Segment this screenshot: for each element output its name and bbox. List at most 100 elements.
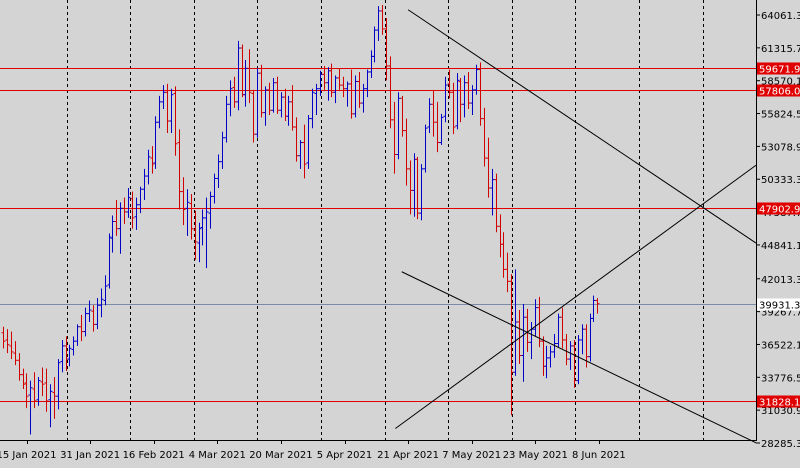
- ohlc-bar: [462, 75, 467, 118]
- ohlc-bar: [247, 49, 252, 104]
- ohlc-bar: [439, 113, 444, 145]
- ohlc-bar: [564, 333, 569, 366]
- ohlc-bar: [275, 76, 280, 114]
- ohlc-bar: [286, 95, 291, 126]
- ohlc-bar: [165, 83, 170, 133]
- ohlc-bar: [208, 191, 213, 229]
- ohlc-bar: [279, 92, 284, 118]
- ohlc-bar: [52, 377, 57, 419]
- price-axis: 64061.30 61315.70 58570.10 55824.50 53078.90…: [756, 0, 800, 450]
- y-tick-label: 44841.10: [761, 241, 800, 252]
- x-tick-label: 20 Mar 2021: [249, 450, 312, 461]
- ohlc-bar: [415, 156, 420, 220]
- ohlc-bar: [314, 83, 319, 116]
- ohlc-bar: [60, 339, 65, 373]
- ohlc-bar: [79, 314, 84, 342]
- level-price-label: 47902.90: [759, 205, 800, 216]
- ohlc-bar: [306, 115, 311, 169]
- ohlc-bar: [122, 197, 127, 224]
- ohlc-bar: [466, 71, 471, 110]
- ohlc-bar: [107, 233, 112, 289]
- ohlc-bar: [13, 341, 18, 366]
- ohlc-bar: [197, 222, 202, 263]
- ohlc-bar: [318, 70, 323, 96]
- ohlc-bar: [521, 304, 526, 382]
- ohlc-bar: [482, 107, 487, 167]
- x-tick-label: 23 May 2021: [503, 450, 568, 461]
- trendline: [401, 271, 757, 444]
- y-tick-label: 42013.30: [761, 275, 800, 286]
- y-tick-label: 53078.90: [761, 142, 800, 153]
- ohlc-bar: [396, 92, 401, 160]
- ohlc-bar: [118, 202, 123, 254]
- ohlc-bar: [431, 89, 436, 137]
- ohlc-bar: [114, 199, 119, 236]
- ohlc-bar: [365, 69, 370, 98]
- ohlc-bar: [361, 83, 366, 113]
- ohlc-bar: [478, 62, 483, 126]
- ohlc-bar: [470, 85, 475, 116]
- ohlc-bar: [576, 335, 581, 385]
- y-tick-label: 58570.10: [761, 77, 800, 88]
- ohlc-bar: [36, 377, 41, 406]
- ohlc-bar: [173, 86, 178, 156]
- ohlc-bar: [87, 300, 92, 322]
- y-tick-label: 50333.30: [761, 175, 800, 186]
- ohlc-bar: [24, 373, 29, 409]
- ohlc-bar: [185, 189, 190, 236]
- current-price-label: 39931.33: [759, 301, 800, 312]
- ohlc-bar: [157, 95, 162, 129]
- ohlc-bar: [509, 274, 514, 416]
- ohlc-bar: [525, 308, 530, 352]
- ohlc-bar: [232, 76, 237, 108]
- ohlc-bar: [490, 168, 495, 216]
- ohlc-bar: [177, 129, 182, 210]
- ohlc-bar: [505, 252, 510, 293]
- trendlines: [395, 9, 757, 444]
- ohlc-bar: [357, 71, 362, 108]
- ohlc-bar: [302, 124, 307, 179]
- ohlc-bar: [220, 131, 225, 169]
- ohlc-bar: [494, 173, 499, 233]
- ohlc-bar: [376, 6, 381, 41]
- ohlc-bar: [337, 68, 342, 90]
- ohlc-bar: [110, 215, 115, 253]
- ohlc-bar: [447, 69, 452, 99]
- horizontal-levels: [0, 68, 756, 402]
- y-tick-label: 28285.30: [761, 439, 800, 450]
- ohlc-bar: [423, 124, 428, 173]
- ohlc-bar: [271, 77, 276, 113]
- x-tick-label: 4 Mar 2021: [189, 450, 246, 461]
- ohlc-bar: [560, 307, 565, 349]
- ohlc-bar: [349, 69, 354, 119]
- ohlc-bar: [556, 313, 561, 348]
- ohlc-bar: [384, 18, 389, 81]
- ohlc-bar: [259, 64, 264, 118]
- ohlc-bar: [322, 65, 327, 90]
- ohlc-bar: [200, 209, 205, 246]
- y-tick-label: 64061.30: [761, 11, 800, 22]
- trendline: [395, 164, 757, 429]
- ohlc-bar: [228, 80, 233, 117]
- ohlc-bar: [193, 210, 198, 260]
- x-tick-label: 8 Jun 2021: [572, 450, 626, 461]
- ohlc-bar: [255, 68, 260, 138]
- y-tick-label: 31030.90: [761, 406, 800, 417]
- ohlc-bar: [17, 353, 22, 381]
- ohlc-bar: [212, 173, 217, 204]
- x-tick-label: 7 May 2021: [442, 450, 501, 461]
- ohlc-bar: [181, 177, 186, 226]
- ohlc-bar: [204, 197, 209, 269]
- ohlc-bar: [513, 269, 518, 376]
- ohlc-bar: [595, 298, 600, 314]
- ohlc-bar: [161, 85, 166, 110]
- ohlc-bar: [388, 56, 393, 129]
- ohlc-bar: [427, 98, 432, 133]
- ohlc-bar: [501, 232, 506, 278]
- ohlc-bar: [67, 344, 72, 367]
- ohlc-bar: [310, 88, 315, 129]
- ohlc-bar: [95, 298, 100, 330]
- ohlc-bar: [40, 367, 45, 397]
- ohlc-bar: [380, 4, 385, 35]
